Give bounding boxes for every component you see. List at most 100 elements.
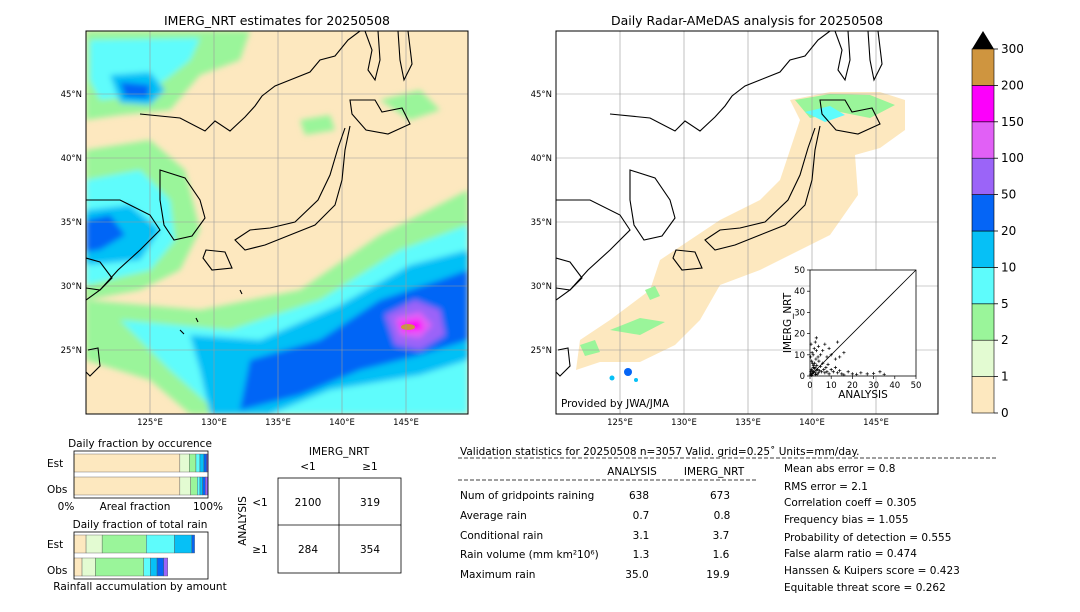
stat-analysis: 1.3 [633, 549, 650, 561]
lon-label: 125°E [137, 418, 163, 428]
scatter-point [814, 348, 818, 353]
validation-header: Validation statistics for 20250508 n=305… [460, 446, 860, 458]
stat-imerg: 673 [710, 490, 730, 502]
fraction-segment [203, 453, 207, 473]
scatter-ytick-label: 40 [794, 287, 805, 297]
fraction-segment [150, 557, 158, 577]
colorbar-label: 0 [1001, 406, 1009, 420]
lon-label: 145°E [863, 418, 889, 428]
lat-label: 25°N [531, 346, 552, 356]
scatter-point [820, 370, 824, 374]
stat-imerg: 3.7 [713, 530, 730, 542]
scatter-ytick-label: 20 [794, 330, 805, 340]
scatter-point [809, 342, 813, 346]
axis-100-percent: 100% [193, 501, 223, 513]
scatter-point [872, 371, 876, 376]
scatter-point [811, 353, 815, 357]
scatter-point [816, 344, 821, 348]
scatter-point [821, 348, 825, 353]
lat-label: 40°N [531, 154, 552, 164]
fraction-segment [197, 476, 201, 496]
stat-label: Rain volume (mm km²10⁶) [460, 549, 599, 561]
fraction-segment [205, 476, 209, 496]
score-line: Probability of detection = 0.555 [784, 532, 951, 544]
rain-fraction-title: Daily fraction of total rain [73, 519, 208, 531]
colorbar-label: 100 [1001, 151, 1024, 165]
scatter-ytick-label: 30 [794, 308, 805, 318]
radar-map: 45°N 40°N 35°N 30°N 25°N 125°E 130°E 135… [531, 13, 939, 428]
occurrence-title: Daily fraction by occurence [68, 438, 212, 450]
colorbar-label: 50 [1001, 188, 1016, 202]
lon-label: 130°E [671, 418, 697, 428]
fraction-segment [190, 476, 198, 496]
rainfall-accumulation-label: Rainfall accumulation by amount [53, 581, 226, 593]
colorbar-label: 2 [1001, 333, 1009, 347]
lat-label: 30°N [61, 282, 82, 292]
bar-label-obs: Obs [47, 484, 67, 496]
scatter-point [829, 353, 833, 357]
scatter-point [810, 351, 814, 355]
imerg-map-title: IMERG_NRT estimates for 20250508 [164, 13, 390, 28]
stat-imerg: 0.8 [714, 510, 731, 522]
fraction-segment [101, 534, 147, 554]
fraction-segment [174, 534, 193, 554]
lon-label: 135°E [265, 418, 291, 428]
radar-coastline [556, 31, 883, 377]
scatter-point [838, 369, 842, 373]
fraction-segment [73, 476, 181, 496]
contingency-cell: 2100 [295, 497, 322, 509]
scatter-point [878, 370, 882, 374]
scatter-point [850, 372, 854, 376]
contingency-row-lt1: <1 [252, 497, 267, 509]
score-line: Hanssen & Kuipers score = 0.423 [784, 565, 960, 577]
scatter-point [819, 353, 823, 357]
colorbar-swatch [971, 376, 995, 414]
colorbar-swatch [971, 194, 995, 232]
colorbar-swatch [971, 230, 995, 268]
lat-label: 35°N [531, 218, 552, 228]
scatter-point [810, 359, 814, 363]
lon-label: 140°E [799, 418, 825, 428]
scatter-ylabel: IMERG_NRT [782, 292, 794, 353]
stat-imerg: 19.9 [706, 569, 729, 581]
scatter-xtick-label: 0 [807, 381, 812, 391]
scatter-point [813, 340, 817, 344]
radar-analysis-field [576, 92, 905, 382]
fraction-segment [179, 476, 191, 496]
scatter-point [882, 372, 886, 376]
scatter-point [814, 357, 818, 361]
bar-label-est: Est [47, 539, 63, 551]
lon-label: 125°E [607, 418, 633, 428]
lat-label: 30°N [531, 282, 552, 292]
stat-imerg: 1.6 [713, 549, 730, 561]
scatter-point [826, 362, 830, 366]
scatter-point [815, 363, 819, 367]
axis-0-percent: 0% [58, 501, 75, 513]
scatter-point [823, 371, 827, 375]
fraction-segment [199, 476, 203, 496]
scatter-point [829, 368, 833, 372]
scatter-point [835, 371, 840, 375]
lon-label: 130°E [201, 418, 227, 428]
colorbar-label: 150 [1001, 115, 1024, 129]
colorbar-swatch [971, 267, 995, 305]
areal-fraction-label: Areal fraction [100, 501, 171, 513]
stat-label: Average rain [460, 510, 527, 522]
scatter-point [811, 363, 815, 367]
fraction-segment [189, 453, 197, 473]
contingency-row-header: ANALYSIS [237, 496, 249, 546]
colorbar-label: 1 [1001, 370, 1009, 384]
scatter-point [821, 361, 825, 365]
lat-label: 40°N [61, 154, 82, 164]
fraction-segment [163, 557, 168, 577]
contingency-row-ge1: ≥1 [252, 544, 267, 556]
fraction-segment [199, 453, 205, 473]
scatter-point [809, 355, 813, 359]
score-line: RMS error = 2.1 [784, 481, 868, 493]
colorbar-swatch [971, 339, 995, 377]
col-imerg: IMERG_NRT [684, 466, 745, 478]
fraction-segment [195, 453, 201, 473]
scatter-xtick-label: 20 [847, 381, 858, 391]
contingency-col-ge1: ≥1 [362, 461, 377, 473]
scatter-point [842, 373, 846, 377]
